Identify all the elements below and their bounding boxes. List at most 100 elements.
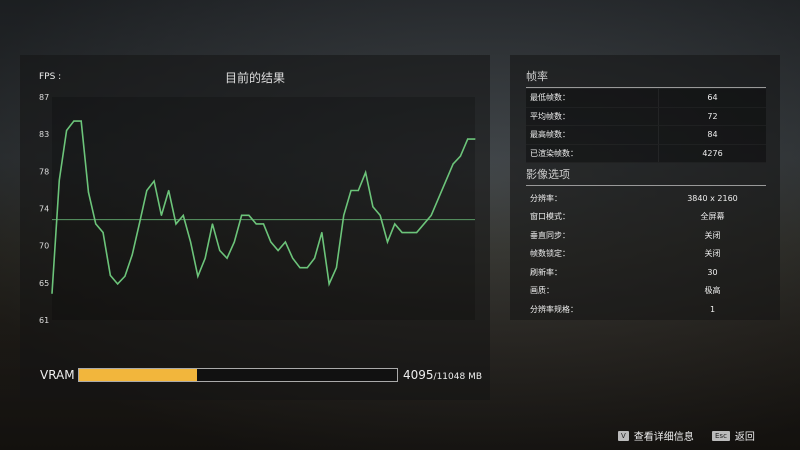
fps-point <box>262 223 265 225</box>
stat-value: 关闭 <box>704 230 721 240</box>
stat-value: 全屏幕 <box>700 212 725 222</box>
fps-point <box>109 274 111 276</box>
back-label: 返回 <box>734 432 755 443</box>
stat-label: 窗口模式： <box>530 212 570 222</box>
fps-point <box>197 275 199 277</box>
fps-point <box>182 214 184 216</box>
vram-label: VRAM <box>40 368 75 382</box>
fps-point <box>138 222 141 224</box>
fps-point <box>299 267 301 269</box>
fps-point <box>80 120 82 122</box>
fps-point <box>365 171 367 174</box>
fps-point <box>117 283 119 285</box>
y-tick-label: 87 <box>39 93 49 102</box>
fps-point <box>248 214 250 216</box>
stat-label: 刷新率： <box>530 267 562 277</box>
stat-row: 分辨率规格： 1 <box>526 300 766 319</box>
fps-point <box>452 163 454 165</box>
back-button[interactable]: Esc 返回 <box>712 428 755 443</box>
fps-point <box>459 155 462 157</box>
fps-point <box>467 138 469 140</box>
stat-value: 1 <box>709 304 716 314</box>
fps-point <box>87 191 90 193</box>
fps-point <box>175 223 177 225</box>
view-details-label: 查看详细信息 <box>633 432 694 443</box>
stat-row: 分辨率： 3840 x 2160 <box>526 189 766 208</box>
fps-point <box>102 231 104 234</box>
stat-value: 3840 x 2160 <box>687 193 738 203</box>
fps-point <box>241 214 243 216</box>
fps-point <box>73 120 75 122</box>
stat-row: 最低帧数： 64 <box>526 89 766 108</box>
framerate-heading: 帧率 <box>526 68 766 88</box>
fps-point <box>58 179 60 181</box>
stat-value: 4276 <box>702 148 723 158</box>
v-key-icon: V <box>618 430 629 441</box>
fps-point <box>211 223 214 225</box>
chart-title: 目前的结果 <box>224 71 285 85</box>
fps-point <box>189 241 192 243</box>
fps-chart: 87 83 78 74 70 65 61 <box>39 93 476 325</box>
fps-point <box>51 292 53 295</box>
stat-label: 帧数锁定： <box>530 249 570 259</box>
video-options-heading: 影像选项 <box>526 166 766 186</box>
fps-point <box>255 223 257 225</box>
stat-label: 已渲染帧数： <box>526 144 659 162</box>
fps-point <box>226 257 228 259</box>
fps-point <box>219 249 221 252</box>
vram-used: 4095 <box>403 368 434 382</box>
fps-point <box>394 223 396 225</box>
vram-total: /11048 MB <box>433 372 483 382</box>
fps-point <box>277 249 279 252</box>
vram-bar-fill <box>79 369 197 381</box>
esc-key-icon: Esc <box>712 430 730 441</box>
fps-point <box>270 241 272 243</box>
stat-value: 关闭 <box>704 249 721 259</box>
stat-label: 分辨率规格： <box>530 304 578 314</box>
stat-row: 平均帧数： 72 <box>526 107 766 126</box>
stat-row: 画质： 极高 <box>526 282 766 301</box>
fps-point <box>284 241 286 243</box>
fps-point <box>168 189 170 192</box>
plot-area <box>52 97 475 320</box>
stat-row: 窗口模式： 全屏幕 <box>526 208 766 227</box>
fps-point <box>430 214 432 216</box>
fps-point <box>233 241 235 243</box>
fps-point <box>131 254 133 256</box>
fps-point <box>357 189 359 192</box>
stat-row: 刷新率： 30 <box>526 263 766 282</box>
stat-label: 垂直同步： <box>530 230 570 240</box>
stat-row: 垂直同步： 关闭 <box>526 226 766 245</box>
y-tick-label: 65 <box>39 279 49 288</box>
fps-point <box>328 283 330 285</box>
y-tick-label: 70 <box>39 242 49 251</box>
stat-label: 最高帧数： <box>526 126 659 144</box>
fps-point <box>65 129 68 132</box>
fps-point <box>408 231 410 234</box>
fps-point <box>306 267 308 269</box>
fps-point <box>401 231 403 234</box>
fps-point <box>372 206 374 208</box>
y-tick-label: 74 <box>39 205 49 214</box>
fps-point <box>335 267 338 269</box>
view-details-button[interactable]: V 查看详细信息 <box>618 428 694 443</box>
fps-point <box>437 197 440 199</box>
stat-value: 64 <box>707 93 718 103</box>
fps-point <box>379 214 381 216</box>
stat-label: 最低帧数： <box>526 89 659 107</box>
stat-label: 画质： <box>530 286 554 296</box>
y-tick-label: 83 <box>39 130 49 139</box>
stat-label: 平均帧数： <box>526 107 659 125</box>
fps-point <box>445 180 447 182</box>
results-panel: FPS : 目前的结果 87 83 78 74 70 65 61 <box>20 55 490 400</box>
fps-point <box>321 231 323 234</box>
stat-row: 帧数锁定： 关闭 <box>526 245 766 264</box>
stat-row: 已渲染帧数： 4276 <box>526 144 766 163</box>
video-options-table: 分辨率： 3840 x 2160 窗口模式： 全屏幕 垂直同步： 关闭 帧数锁定： 关闭 刷新率… <box>526 189 766 319</box>
stats-panel: 帧率 最低帧数： 64 平均帧数： 72 最高帧数： 84 已渲染帧数： 4276 影像选项 … <box>510 55 780 320</box>
fps-point <box>343 214 345 216</box>
fps-point <box>474 138 476 140</box>
fps-point <box>386 241 389 243</box>
stat-value: 84 <box>707 130 718 140</box>
fps-point <box>416 231 418 234</box>
